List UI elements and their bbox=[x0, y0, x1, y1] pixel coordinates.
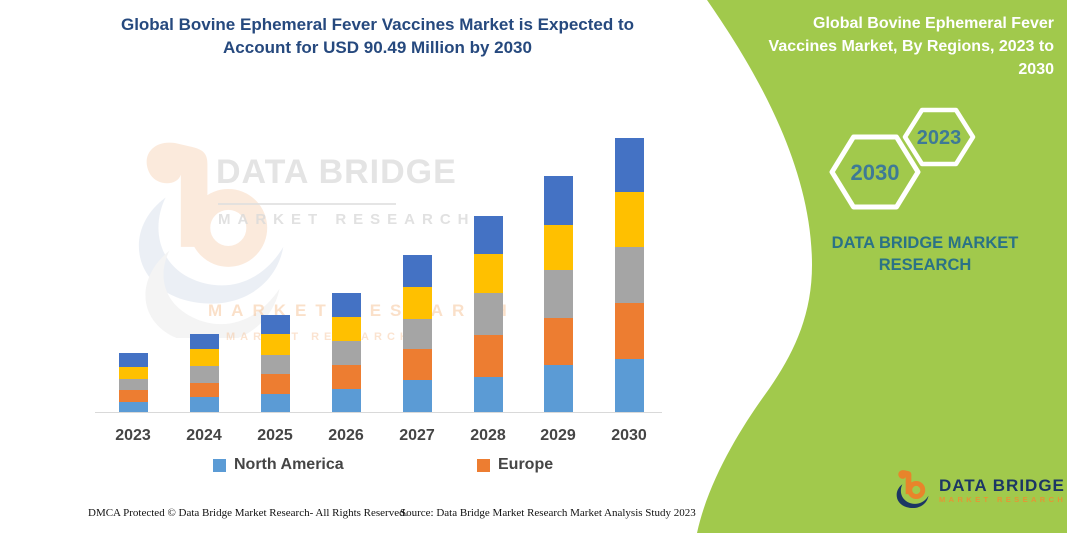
x-axis-label-2030: 2030 bbox=[611, 427, 647, 444]
bar-2028-europe bbox=[473, 334, 503, 377]
x-axis-label-2025: 2025 bbox=[257, 427, 293, 444]
bar-2025-unlabeled-gray- bbox=[260, 354, 290, 375]
bar-2030-unlabeled-gray- bbox=[614, 246, 644, 303]
bar-2027-north-america bbox=[402, 380, 432, 413]
bar-2027-europe bbox=[402, 348, 432, 381]
bar-2025-north-america bbox=[260, 393, 290, 413]
bar-2025-europe bbox=[260, 374, 290, 394]
bar-2025-unlabeled-yellow- bbox=[260, 333, 290, 355]
bar-2030-unlabeled-dark-blue- bbox=[614, 137, 644, 192]
bar-2024-unlabeled-yellow- bbox=[189, 349, 219, 366]
bar-2028-unlabeled-yellow- bbox=[473, 254, 503, 293]
footer-source-text: Source: Data Bridge Market Research Mark… bbox=[400, 507, 696, 519]
x-axis-label-2023: 2023 bbox=[115, 427, 151, 444]
legend-swatch-icon bbox=[477, 458, 490, 472]
bar-2026-unlabeled-yellow- bbox=[331, 316, 361, 341]
bar-2023-north-america bbox=[118, 402, 148, 413]
bar-2023-unlabeled-yellow- bbox=[118, 367, 148, 379]
bar-2025-unlabeled-dark-blue- bbox=[260, 314, 290, 334]
bar-2029-north-america bbox=[543, 365, 573, 413]
footer-logo-sub: MARKET RESEARCH bbox=[939, 494, 1067, 504]
bar-2027-unlabeled-dark-blue- bbox=[402, 254, 432, 288]
hexagon-2023 bbox=[902, 107, 976, 167]
footer-logo-brand: DATA BRIDGE bbox=[939, 475, 1065, 495]
bar-2023-unlabeled-gray- bbox=[118, 378, 148, 390]
bar-2029-unlabeled-gray- bbox=[543, 269, 573, 318]
bar-2024-europe bbox=[189, 382, 219, 398]
bar-2030-europe bbox=[614, 302, 644, 359]
legend-item-north-america: North America bbox=[213, 456, 344, 474]
bar-2024-north-america bbox=[189, 397, 219, 413]
bar-2029-unlabeled-yellow- bbox=[543, 224, 573, 270]
x-axis-label-2027: 2027 bbox=[399, 427, 435, 444]
x-axis-label-2029: 2029 bbox=[540, 427, 576, 444]
bar-2029-europe bbox=[543, 317, 573, 366]
bar-2028-unlabeled-dark-blue- bbox=[473, 216, 503, 254]
green-side-panel bbox=[697, 0, 1067, 533]
legend-item-europe: Europe bbox=[477, 456, 553, 474]
bar-2024-unlabeled-gray- bbox=[189, 365, 219, 383]
bar-2029-unlabeled-dark-blue- bbox=[543, 176, 573, 225]
legend-label: North America bbox=[234, 456, 344, 473]
bar-2030-unlabeled-yellow- bbox=[614, 191, 644, 247]
data-bridge-logo-icon bbox=[896, 470, 929, 509]
bar-2026-europe bbox=[331, 364, 361, 389]
hexagon-2030-label: 2030 bbox=[851, 160, 900, 185]
bar-2024-unlabeled-dark-blue- bbox=[189, 333, 219, 350]
bar-2023-unlabeled-dark-blue- bbox=[118, 353, 148, 368]
side-panel-brand-text: DATA BRIDGE MARKET RESEARCH bbox=[831, 234, 1019, 274]
bar-2023-europe bbox=[118, 389, 148, 403]
bar-2028-north-america bbox=[473, 376, 503, 413]
bar-2026-unlabeled-gray- bbox=[331, 340, 361, 365]
footer-logo: DATA BRIDGE MARKET RESEARCH bbox=[895, 468, 1066, 512]
bar-2028-unlabeled-gray- bbox=[473, 292, 503, 335]
legend-swatch-icon bbox=[213, 458, 226, 472]
x-axis-label-2024: 2024 bbox=[186, 427, 222, 444]
hexagon-2023-label: 2023 bbox=[917, 127, 962, 149]
bar-2027-unlabeled-gray- bbox=[402, 318, 432, 349]
x-axis-label-2026: 2026 bbox=[328, 427, 364, 444]
bar-2027-unlabeled-yellow- bbox=[402, 287, 432, 319]
side-panel-title: Global Bovine Ephemeral Fever Vaccines M… bbox=[768, 15, 1054, 78]
hexagon-years: 2023 2030 bbox=[829, 107, 976, 210]
footer-dmca-text: DMCA Protected © Data Bridge Market Rese… bbox=[88, 507, 408, 519]
legend-label: Europe bbox=[498, 456, 554, 473]
bar-2026-north-america bbox=[331, 388, 361, 413]
chart-title: Global Bovine Ephemeral Fever Vaccines M… bbox=[120, 15, 635, 57]
hexagon-2030 bbox=[829, 134, 921, 210]
stacked-bar-chart: 2023 2024 2025 2026 2027 2028 2029 2030 North Am… bbox=[115, 137, 647, 474]
x-axis-line bbox=[95, 412, 662, 413]
x-axis-label-2028: 2028 bbox=[470, 427, 506, 444]
bar-2030-north-america bbox=[614, 358, 644, 413]
bar-2026-unlabeled-dark-blue- bbox=[331, 292, 361, 317]
